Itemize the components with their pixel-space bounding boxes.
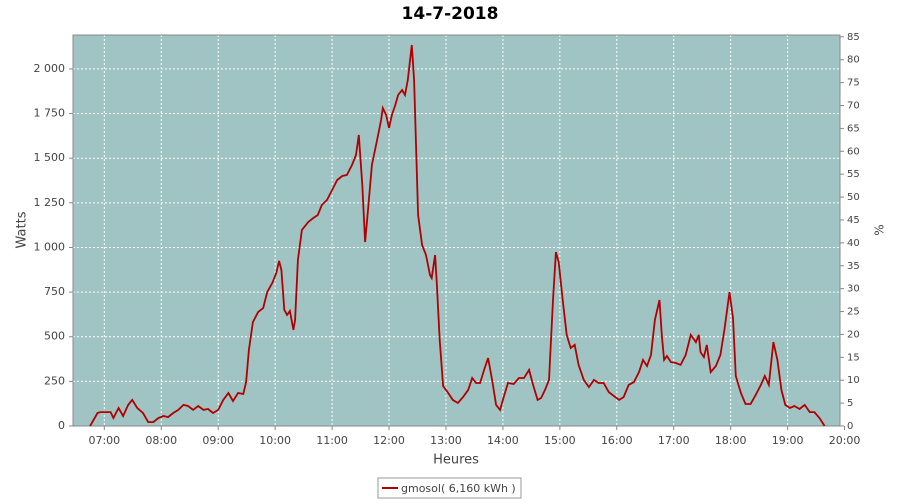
y-tick-label: 1 000 xyxy=(34,240,66,253)
y-tick-label: 1 250 xyxy=(34,196,66,209)
y2-tick-label: 75 xyxy=(847,78,860,89)
y2-tick-label: 85 xyxy=(847,32,860,43)
y2-tick-label: 15 xyxy=(847,352,860,363)
x-tick-label: 07:00 xyxy=(88,434,120,447)
y2-tick-label: 20 xyxy=(847,329,860,340)
y2-axis-label: % xyxy=(873,224,887,235)
y2-tick-label: 30 xyxy=(847,284,860,295)
y2-tick-label: 10 xyxy=(847,375,860,386)
y2-tick-label: 5 xyxy=(847,398,853,409)
y2-tick-label: 60 xyxy=(847,146,860,157)
x-tick-label: 09:00 xyxy=(202,434,234,447)
legend-label: gmosol( 6,160 kWh ) xyxy=(401,482,516,495)
y-tick-label: 1 500 xyxy=(34,151,66,164)
y2-tick-label: 40 xyxy=(847,238,860,249)
x-tick-label: 16:00 xyxy=(601,434,633,447)
y2-tick-label: 25 xyxy=(847,307,860,318)
plot-background xyxy=(73,35,840,426)
x-tick-label: 11:00 xyxy=(316,434,348,447)
y2-tick-label: 65 xyxy=(847,123,860,134)
y-tick-label: 500 xyxy=(44,330,65,343)
y2-tick-label: 0 xyxy=(847,421,853,432)
x-tick-label: 10:00 xyxy=(259,434,291,447)
y-tick-label: 0 xyxy=(58,419,65,432)
y-tick-label: 750 xyxy=(44,285,65,298)
y2-tick-label: 35 xyxy=(847,261,860,272)
y2-tick-label: 55 xyxy=(847,169,860,180)
legend-box xyxy=(377,477,522,499)
x-tick-label: 15:00 xyxy=(544,434,576,447)
x-tick-label: 13:00 xyxy=(430,434,462,447)
x-tick-label: 18:00 xyxy=(715,434,747,447)
x-tick-label: 08:00 xyxy=(145,434,177,447)
y2-tick-label: 45 xyxy=(847,215,860,226)
y2-tick-label: 80 xyxy=(847,55,860,66)
x-tick-label: 17:00 xyxy=(658,434,690,447)
y-tick-label: 250 xyxy=(44,374,65,387)
data-line xyxy=(89,44,826,427)
y2-tick-label: 70 xyxy=(847,101,860,112)
y-tick-label: 1 750 xyxy=(34,107,66,120)
chart-title: 14-7-2018 xyxy=(402,4,499,24)
x-tick-label: 12:00 xyxy=(373,434,405,447)
x-tick-label: 20:00 xyxy=(829,434,861,447)
y2-tick-label: 50 xyxy=(847,192,860,203)
plot-border xyxy=(72,34,841,427)
y-axis-label: Watts xyxy=(15,211,30,248)
y-tick-label: 2 000 xyxy=(34,62,66,75)
x-tick-label: 19:00 xyxy=(772,434,804,447)
x-tick-label: 14:00 xyxy=(487,434,519,447)
x-axis-label: Heures xyxy=(433,453,479,468)
